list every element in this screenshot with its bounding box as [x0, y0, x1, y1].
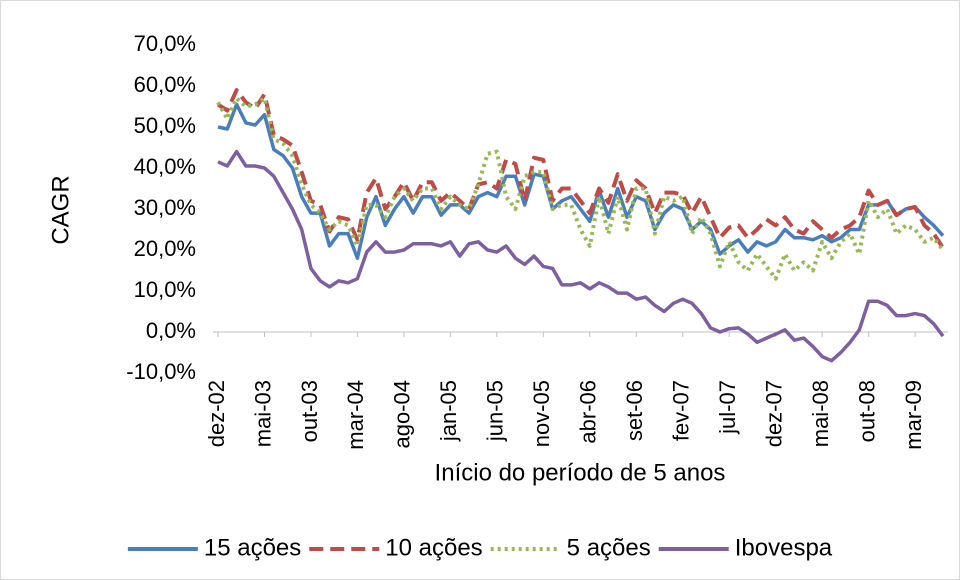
y-tick-label: 40,0%: [134, 154, 196, 179]
x-tick-label: jun-05: [483, 380, 508, 442]
series-line: [216, 96, 945, 281]
series-line: [217, 149, 945, 363]
y-tick-label: 30,0%: [134, 195, 196, 220]
y-tick-label: 0,0%: [146, 318, 196, 343]
x-tick-label: out-08: [854, 380, 879, 442]
x-tick-label: set-06: [622, 380, 647, 441]
x-tick-label: abr-06: [576, 380, 601, 444]
legend-label: 5 ações: [567, 534, 651, 561]
legend-label: 15 ações: [204, 534, 301, 561]
y-tick-label: 60,0%: [134, 72, 196, 97]
x-tick-label: jul-07: [715, 380, 740, 435]
x-tick-label: mar-04: [343, 380, 368, 450]
x-tick-label: ago-04: [390, 380, 415, 449]
legend-label: Ibovespa: [735, 534, 833, 561]
x-tick-label: nov-05: [529, 380, 554, 447]
x-tick-label: jan-05: [436, 380, 461, 442]
y-tick-label: 10,0%: [134, 277, 196, 302]
x-tick-label: mai-03: [250, 380, 275, 447]
x-tick-label: out-03: [297, 380, 322, 442]
y-tick-label: -10,0%: [126, 359, 196, 384]
y-tick-label: 20,0%: [134, 236, 196, 261]
y-tick-label: 70,0%: [134, 31, 196, 56]
x-tick-label: mar-09: [901, 380, 926, 450]
x-tick-label: dez-07: [762, 380, 787, 447]
x-axis-title: Início do período de 5 anos: [435, 459, 726, 486]
x-tick-label: mai-08: [808, 380, 833, 447]
series-line: [216, 88, 945, 249]
x-tick-label: fev-07: [669, 380, 694, 441]
series-line: [217, 102, 945, 260]
y-tick-label: 50,0%: [134, 113, 196, 138]
x-tick-label: dez-02: [204, 380, 229, 447]
legend-label: 10 ações: [385, 534, 482, 561]
y-axis-title: CAGR: [47, 175, 74, 244]
